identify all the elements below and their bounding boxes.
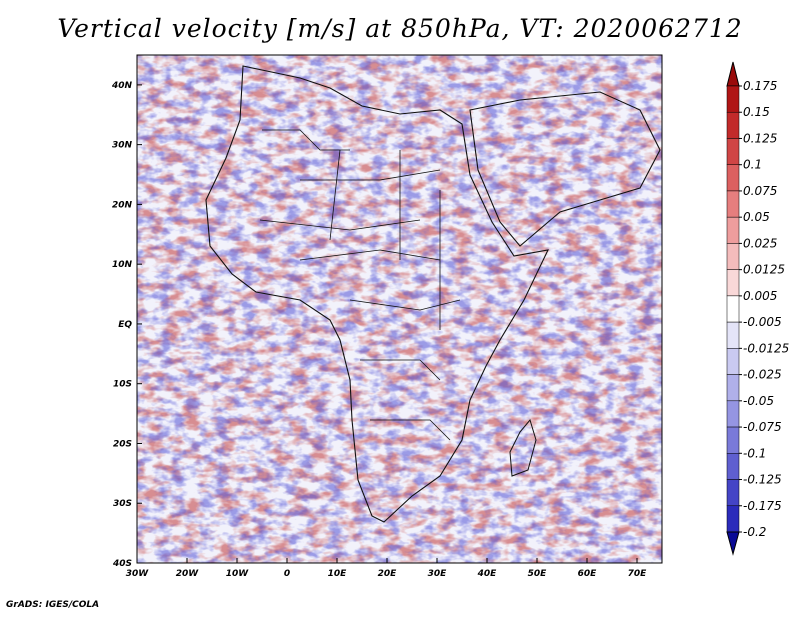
colorbar-label: 0.025 — [743, 236, 777, 250]
colorbar-swatch — [726, 348, 740, 375]
colorbar-label: -0.05 — [743, 394, 774, 408]
colorbar-label: -0.175 — [743, 499, 782, 513]
colorbar-label: 0.075 — [743, 184, 777, 198]
colorbar-label: 0.05 — [743, 210, 770, 224]
lon-tick-label: 30W — [126, 569, 150, 579]
map-frame — [136, 54, 663, 564]
footer-credit: GrADS: IGES/COLA — [6, 600, 100, 610]
colorbar-swatch — [726, 426, 740, 454]
lon-tick-label: 60E — [578, 569, 598, 579]
colorbar-label: -0.2 — [743, 525, 766, 539]
lat-tick-label: 10S — [113, 380, 132, 390]
lat-tick-label: 40S — [112, 559, 132, 569]
colorbar-label: -0.1 — [743, 446, 766, 460]
colorbar-swatch — [726, 138, 740, 165]
lon-tick-label: 0 — [284, 569, 290, 579]
lat-tick-label: EQ — [118, 320, 132, 330]
colorbar-swatch — [726, 479, 740, 507]
lat-tick-label: 20N — [112, 200, 133, 210]
colorbar: 0.175 0.15 0.125 0.1 0.075 0.05 0.025 0.0125 0.0… — [726, 61, 789, 556]
lon-tick-label: 20E — [378, 569, 398, 579]
colorbar-top-arrow — [726, 61, 740, 87]
map-panel — [137, 55, 662, 563]
colorbar-swatch — [726, 216, 740, 244]
colorbar-label: -0.075 — [743, 420, 782, 434]
lon-tick-label: 70E — [628, 569, 648, 579]
colorbar-swatch — [726, 374, 740, 402]
lat-tick-label: 30N — [112, 141, 133, 151]
colorbar-swatch — [726, 453, 740, 480]
lon-tick-label: 50E — [528, 569, 548, 579]
lon-tick-label: 40E — [477, 569, 498, 579]
colorbar-label: 0.15 — [743, 105, 770, 119]
colorbar-swatch — [726, 164, 740, 192]
colorbar-label: 0.175 — [743, 79, 777, 93]
lat-tick-label: 20S — [113, 439, 132, 449]
lat-axis: 40N 30N 20N 10N EQ 10S 20S 30S 40S — [111, 81, 142, 569]
colorbar-label: 0.005 — [743, 289, 777, 303]
colorbar-swatch — [726, 190, 740, 218]
lat-tick-label: 40N — [111, 81, 133, 91]
lon-axis: 30W 20W 10W 0 10E 20E 30E 40E 50E 60E 70E — [126, 558, 647, 579]
colorbar-swatch — [726, 269, 740, 297]
country-borders — [259, 129, 461, 441]
map-title: Vertical velocity [m/s] at 850hPa, VT: 2… — [57, 14, 743, 43]
lat-tick-label: 10N — [112, 260, 133, 270]
colorbar-bottom-arrow — [726, 531, 740, 556]
map-figure: 30W 20W 10W 0 10E 20E 30E 40E 50E 60E 70E 40N 30N 20… — [111, 54, 789, 579]
lat-tick-label: 30S — [113, 499, 132, 509]
colorbar-label: -0.005 — [743, 315, 782, 329]
colorbar-label: 0.125 — [743, 131, 777, 145]
colorbar-label: -0.025 — [743, 368, 782, 382]
colorbar-swatch — [726, 295, 740, 323]
lon-tick-label: 20W — [176, 569, 200, 579]
colorbar-swatch — [726, 505, 740, 533]
lon-tick-label: 10E — [328, 569, 348, 579]
colorbar-label: -0.0125 — [743, 341, 789, 355]
colorbar-swatch — [726, 243, 740, 270]
arabia-coastline — [469, 91, 661, 247]
africa-coastline — [205, 65, 549, 523]
colorbar-label: 0.1 — [743, 158, 762, 172]
colorbar-label: -0.125 — [743, 473, 782, 487]
colorbar-swatch — [726, 85, 740, 113]
colorbar-swatch — [726, 111, 740, 139]
lon-tick-label: 10W — [226, 569, 250, 579]
madagascar-coastline — [509, 418, 537, 477]
colorbar-label: 0.0125 — [743, 263, 785, 277]
downdraft-texture — [137, 55, 662, 563]
lon-tick-label: 30E — [428, 569, 448, 579]
colorbar-swatch — [726, 400, 740, 428]
colorbar-swatch — [726, 321, 740, 349]
